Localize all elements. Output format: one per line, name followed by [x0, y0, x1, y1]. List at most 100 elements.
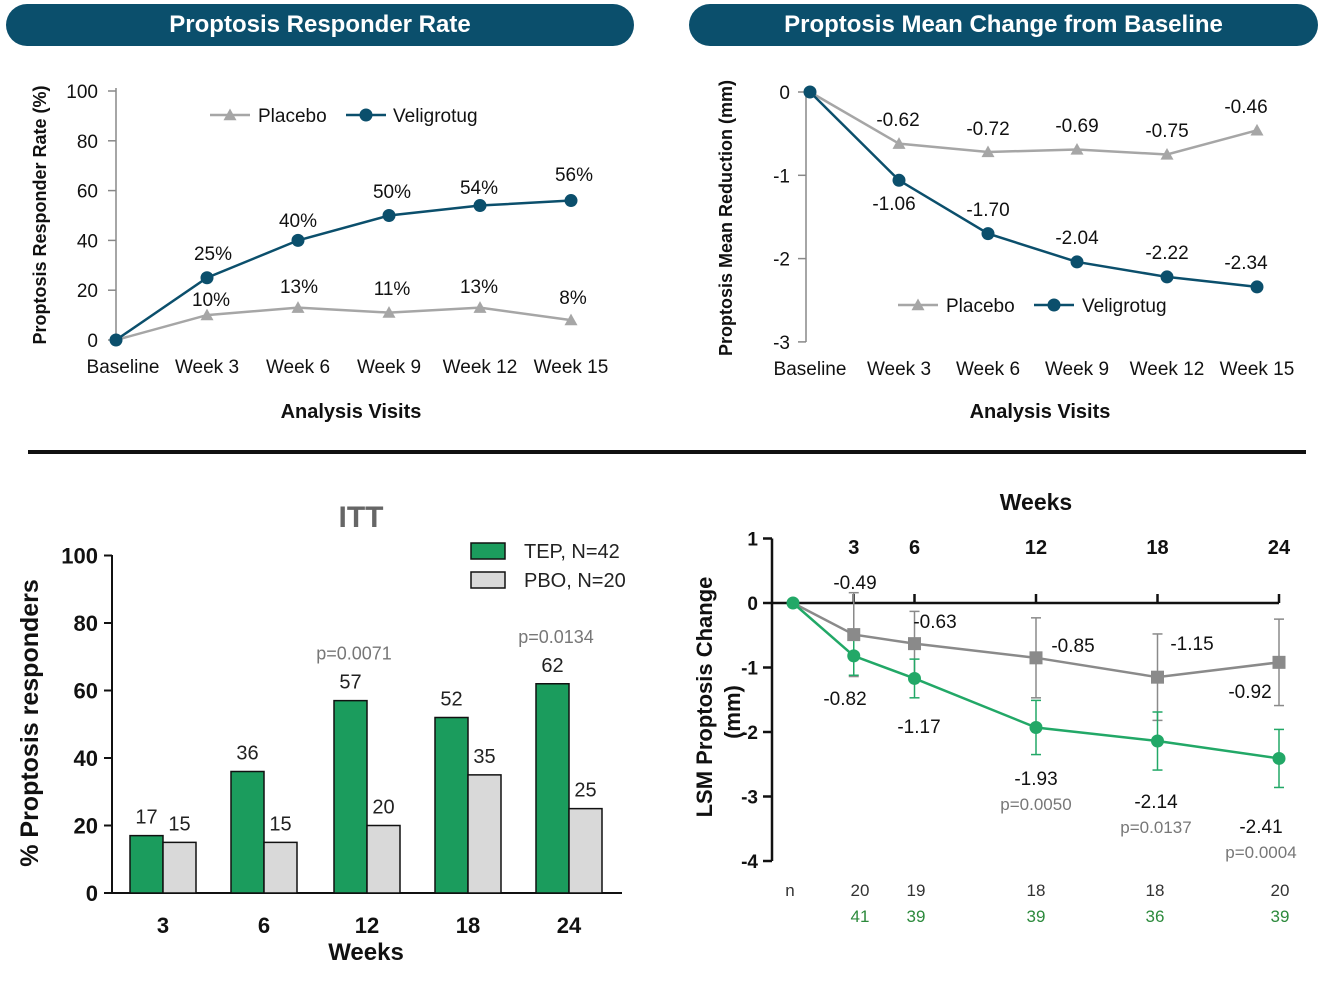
legend-veligrotug-label: Veligrotug	[393, 106, 478, 127]
placebo-data-label: 10%	[192, 290, 230, 311]
y-tick-label: -3	[773, 333, 790, 354]
y-axis-title: Proptosis Responder Rate (%)	[30, 85, 50, 344]
tep-point	[847, 649, 861, 663]
y-tick-label: 0	[779, 83, 790, 104]
responder-rate-title-banner: Proptosis Responder Rate	[6, 4, 634, 46]
n-row-label: n	[785, 881, 794, 900]
x-tick-label: Week 15	[534, 357, 609, 378]
tep-data-label: -0.82	[823, 689, 866, 710]
pbo-bar	[366, 824, 401, 894]
pbo-bar-label: 20	[372, 797, 394, 819]
y-axis-title-line1: LSM Proptosis Change	[692, 577, 717, 818]
legend-veligrotug-marker	[1047, 298, 1061, 312]
x-tick-label: 3	[848, 537, 859, 559]
y-tick-label: -4	[741, 852, 758, 873]
pbo-bar-label: 15	[168, 813, 190, 835]
p-value-label: p=0.0004	[1225, 843, 1296, 862]
veligrotug-point	[892, 173, 906, 187]
tep-bar-label: 57	[339, 672, 361, 694]
p-value-label: p=0.0050	[1000, 795, 1071, 814]
legend-pbo-swatch	[470, 571, 506, 589]
veligrotug-point	[1250, 280, 1264, 294]
chart-title: Weeks	[1000, 489, 1072, 515]
responder-rate-chart: 0 20 40 60 80 100 Baseline Week 3 Week 6 Week 9 We…	[30, 82, 608, 423]
placebo-data-label: 8%	[559, 288, 587, 309]
tep-data-label: -2.14	[1134, 792, 1178, 813]
placebo-data-label: -0.46	[1224, 97, 1267, 118]
x-tick-label: 6	[909, 537, 920, 559]
placebo-point	[1070, 142, 1084, 155]
veligrotug-line	[115, 199, 572, 342]
placebo-point	[892, 137, 906, 149]
veligrotug-point	[382, 209, 396, 222]
x-tick-label: 3	[157, 913, 169, 938]
chart-title: ITT	[339, 501, 384, 534]
x-tick-label: Week 12	[1130, 359, 1205, 380]
mean-change-chart: 0 -1 -2 -3 Baseline Week 3 Week 6 Week 9 Week 12…	[716, 80, 1294, 423]
y-tick-label: 80	[77, 132, 98, 153]
x-tick-label: 18	[1146, 537, 1168, 559]
veligrotug-data-label: -2.22	[1145, 243, 1188, 264]
veligrotug-point	[473, 199, 487, 213]
x-tick-label: 18	[456, 913, 480, 938]
veligrotug-data-label: -2.34	[1224, 253, 1268, 274]
veligrotug-point	[291, 233, 305, 247]
tep-data-label: -1.17	[897, 717, 940, 738]
tep-bar	[230, 770, 265, 894]
placebo-point	[382, 306, 396, 318]
y-tick-label: 0	[747, 594, 758, 615]
tep-point	[1029, 720, 1043, 734]
y-tick-label: 40	[77, 231, 98, 252]
y-tick-label: -1	[741, 659, 758, 680]
tep-bar	[129, 834, 164, 894]
veligrotug-data-label: 50%	[373, 182, 411, 203]
n-placebo-count: 18	[1146, 881, 1165, 900]
y-tick-label: -2	[741, 723, 758, 744]
y-tick-label: 80	[74, 611, 98, 636]
placebo-data-label: -0.85	[1051, 636, 1094, 657]
veligrotug-line	[809, 91, 1258, 289]
y-axis-title-line2: (mm)	[720, 685, 745, 739]
p-value-label: p=0.0137	[1120, 818, 1191, 837]
veligrotug-data-label: 40%	[279, 211, 317, 232]
y-tick-label: -2	[773, 250, 790, 271]
pbo-bar-label: 25	[574, 780, 596, 802]
y-tick-label: 60	[77, 182, 98, 203]
y-tick-label: 20	[77, 281, 98, 302]
n-tep-count: 39	[907, 907, 926, 926]
veligrotug-point	[1070, 255, 1084, 269]
placebo-point	[847, 628, 861, 642]
tep-point	[786, 596, 800, 610]
pbo-bar	[568, 807, 603, 894]
veligrotug-point	[1160, 270, 1174, 284]
placebo-line	[809, 90, 1258, 156]
placebo-point	[291, 301, 305, 313]
veligrotug-point	[200, 271, 214, 285]
tep-bar	[434, 716, 469, 894]
placebo-data-label: -1.15	[1170, 634, 1213, 655]
x-tick-label: 12	[1025, 537, 1047, 559]
placebo-line	[792, 601, 1280, 679]
n-placebo-count: 20	[851, 881, 870, 900]
tep-bar-label: 17	[135, 807, 157, 829]
placebo-point	[908, 637, 921, 651]
n-tep-count: 41	[851, 907, 870, 926]
y-tick-label: 0	[87, 331, 98, 352]
veligrotug-data-label: 25%	[194, 244, 232, 265]
y-tick-label: 0	[86, 881, 98, 906]
n-tep-count: 39	[1271, 907, 1290, 926]
pbo-bar	[263, 841, 298, 894]
x-tick-label: Week 15	[1220, 359, 1295, 380]
x-tick-label: Week 6	[266, 357, 330, 378]
y-axis-title: % Proptosis responders	[16, 579, 44, 867]
veligrotug-data-label: -2.04	[1055, 228, 1099, 249]
n-tep-count: 39	[1027, 907, 1046, 926]
y-tick-label: 100	[61, 544, 98, 569]
placebo-data-label: -0.62	[876, 110, 919, 131]
veligrotug-data-label: 56%	[555, 165, 593, 186]
veligrotug-point	[981, 227, 995, 241]
x-tick-label: 24	[557, 913, 582, 938]
